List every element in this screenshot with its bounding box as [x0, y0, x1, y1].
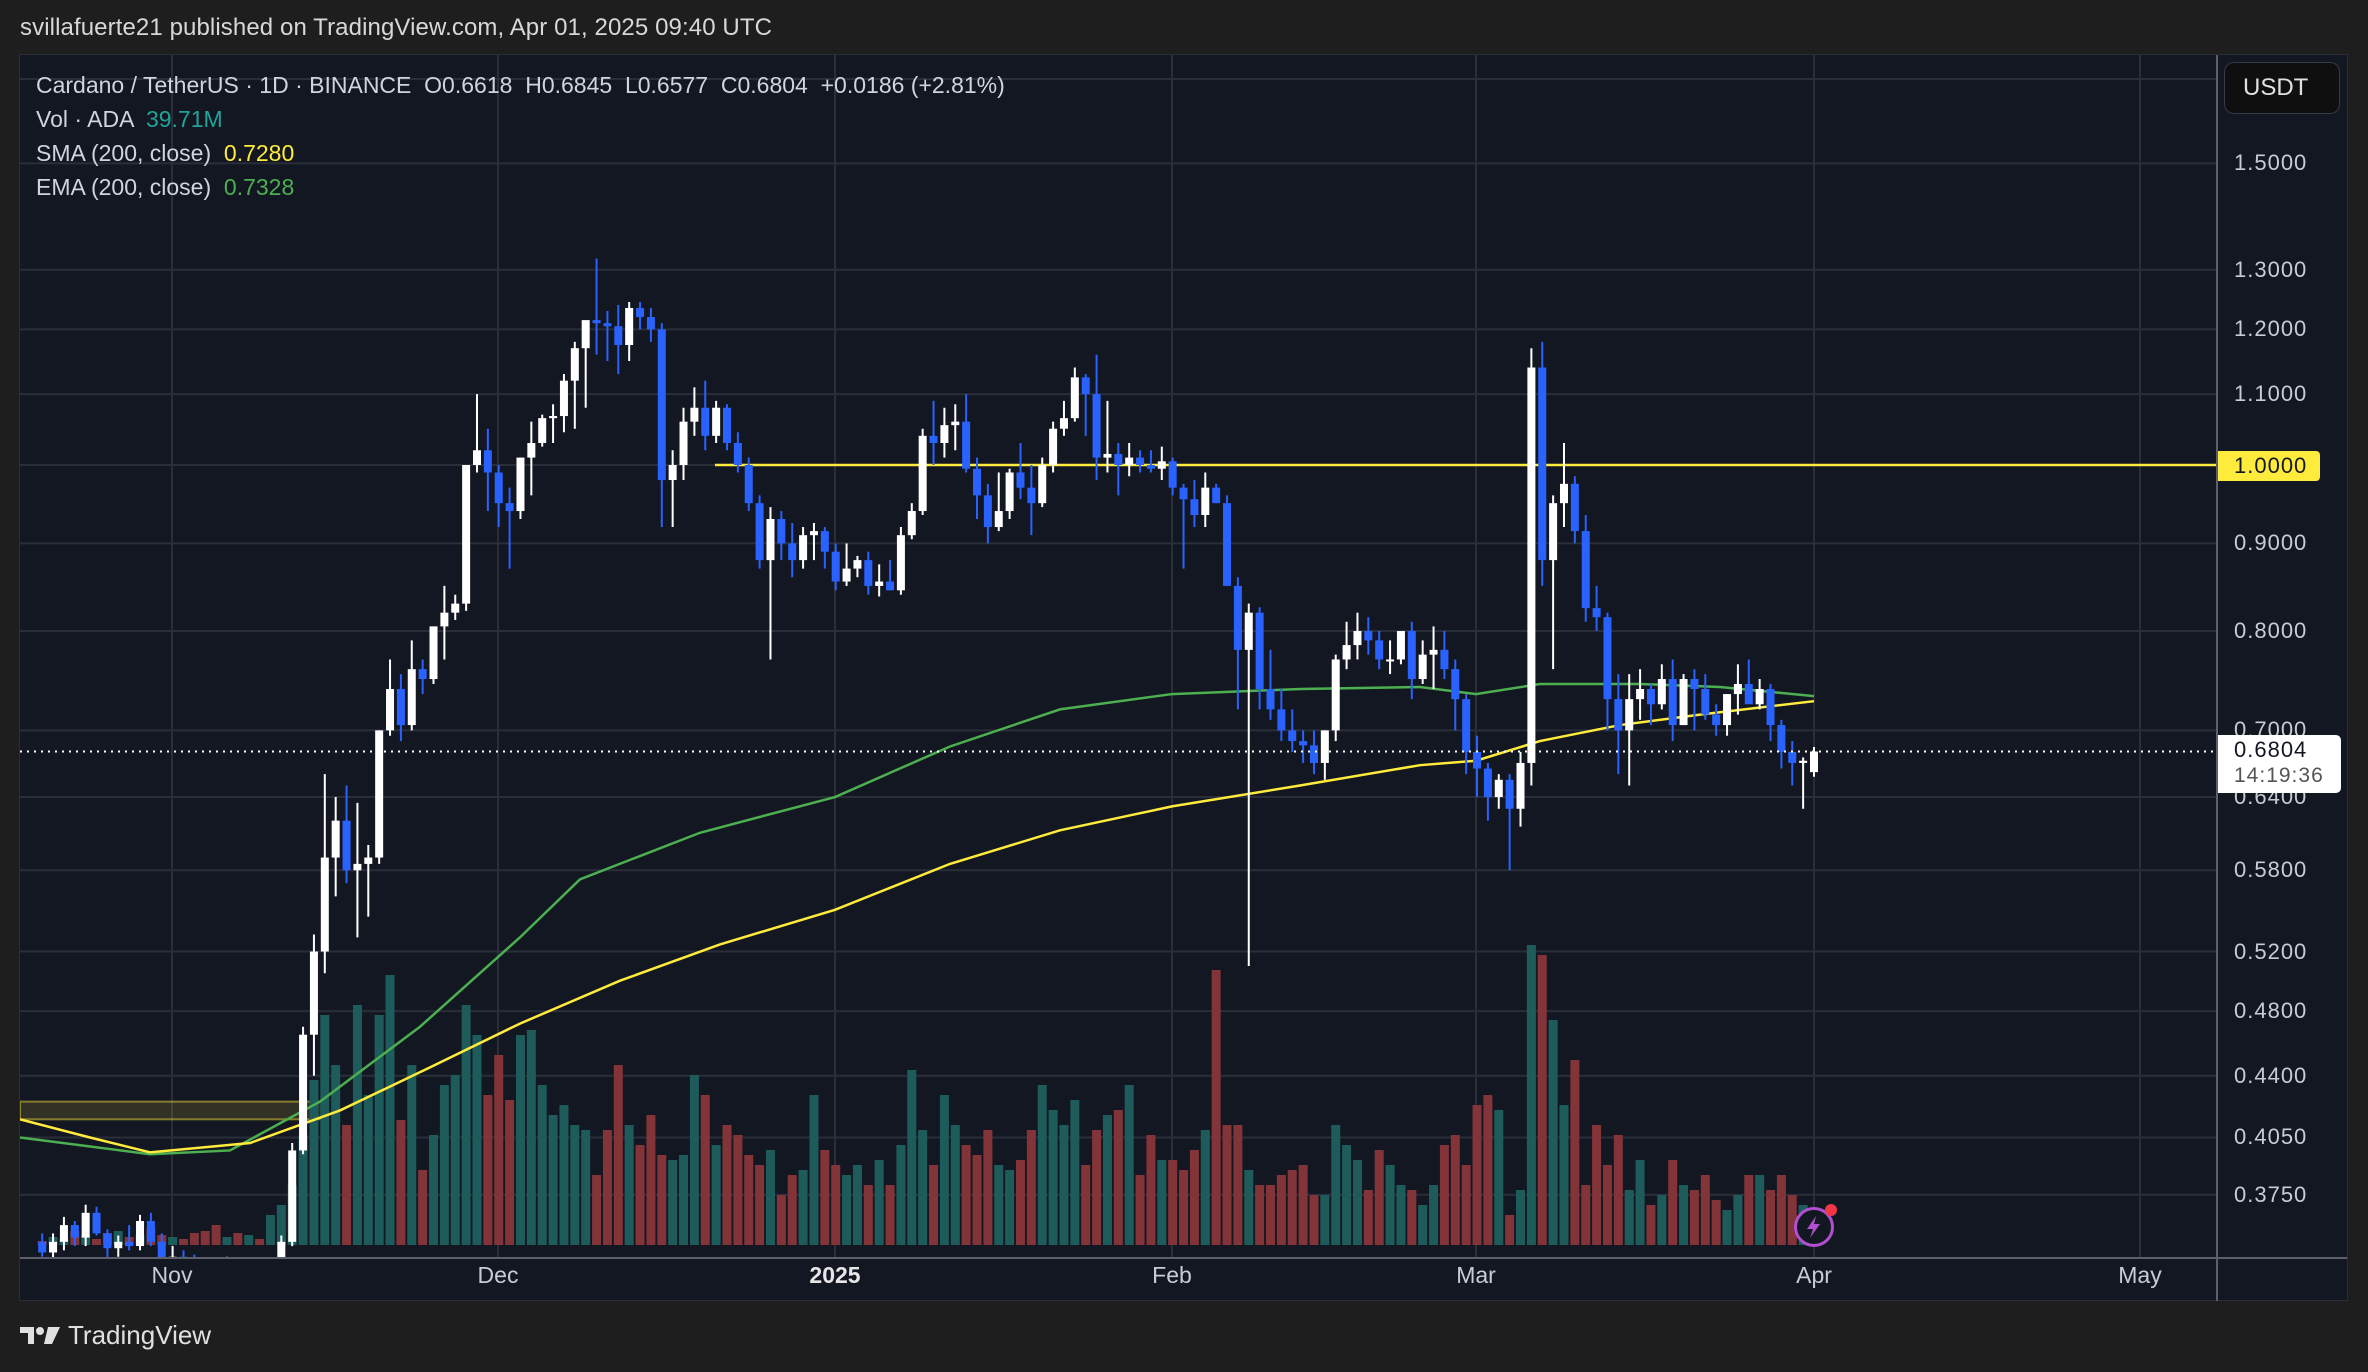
chart-legend: Cardano / TetherUS · 1D · BINANCE O0.661… — [36, 68, 1005, 204]
price-tick-label: 0.3750 — [2234, 1181, 2308, 1207]
ema-value: 0.7328 — [223, 174, 295, 200]
price-tick-label: 1.3000 — [2234, 256, 2308, 282]
chart-panel[interactable] — [19, 54, 2348, 1301]
symbol-name[interactable]: Cardano / TetherUS · 1D · BINANCE — [36, 72, 412, 98]
legend-volume-row[interactable]: Vol · ADA 39.71M — [36, 102, 1005, 136]
time-tick-label: Nov — [151, 1262, 193, 1288]
time-tick-label: 2025 — [809, 1262, 861, 1288]
notification-dot — [1825, 1204, 1837, 1216]
time-tick-label: Feb — [1152, 1262, 1192, 1288]
time-tick-label: Dec — [477, 1262, 519, 1288]
legend-symbol-row: Cardano / TetherUS · 1D · BINANCE O0.661… — [36, 68, 1005, 102]
time-tick-label: Mar — [1456, 1262, 1496, 1288]
price-tick-label: 0.8000 — [2234, 618, 2308, 644]
volume-label: Vol · ADA — [36, 106, 134, 132]
level-price-label: 1.0000 — [2218, 451, 2320, 481]
price-tick-label: 0.4050 — [2234, 1124, 2308, 1150]
sma-value: 0.7280 — [223, 140, 295, 166]
ema-label: EMA (200, close) — [36, 174, 212, 200]
bar-countdown: 14:19:36 — [2234, 764, 2324, 787]
open-value: O0.6618 — [424, 72, 513, 98]
volume-value: 39.71M — [145, 106, 223, 132]
price-tick-label: 0.4400 — [2234, 1062, 2308, 1088]
brand-name: TradingView — [68, 1320, 212, 1350]
publish-info: svillafuerte21 published on TradingView.… — [20, 14, 773, 41]
price-tick-label: 0.5200 — [2234, 938, 2308, 964]
time-tick-label: Apr — [1796, 1262, 1832, 1288]
tradingview-logo[interactable]: TradingView — [20, 1320, 211, 1351]
current-price-label: 0.6804 14:19:36 — [2218, 735, 2341, 793]
tradingview-logo-icon — [20, 1326, 60, 1344]
price-tick-label: 1.5000 — [2234, 150, 2308, 176]
currency-button[interactable]: USDT — [2224, 62, 2340, 114]
lightning-icon — [1807, 1216, 1820, 1238]
high-value: H0.6845 — [525, 72, 613, 98]
price-tick-label: 0.9000 — [2234, 530, 2308, 556]
price-tick-label: 1.2000 — [2234, 316, 2308, 342]
sma-label: SMA (200, close) — [36, 140, 212, 166]
close-value: C0.6804 — [720, 72, 808, 98]
price-tick-label: 0.5800 — [2234, 857, 2308, 883]
change-value: +0.0186 (+2.81%) — [820, 72, 1005, 98]
legend-sma-row[interactable]: SMA (200, close) 0.7280 — [36, 136, 1005, 170]
price-tick-label: 0.4800 — [2234, 998, 2308, 1024]
legend-ema-row[interactable]: EMA (200, close) 0.7328 — [36, 170, 1005, 204]
time-tick-label: May — [2118, 1262, 2162, 1288]
current-price: 0.6804 — [2234, 737, 2308, 762]
alert-lightning-button[interactable] — [1794, 1204, 1837, 1247]
low-value: L0.6577 — [624, 72, 709, 98]
price-tick-label: 1.1000 — [2234, 381, 2308, 407]
